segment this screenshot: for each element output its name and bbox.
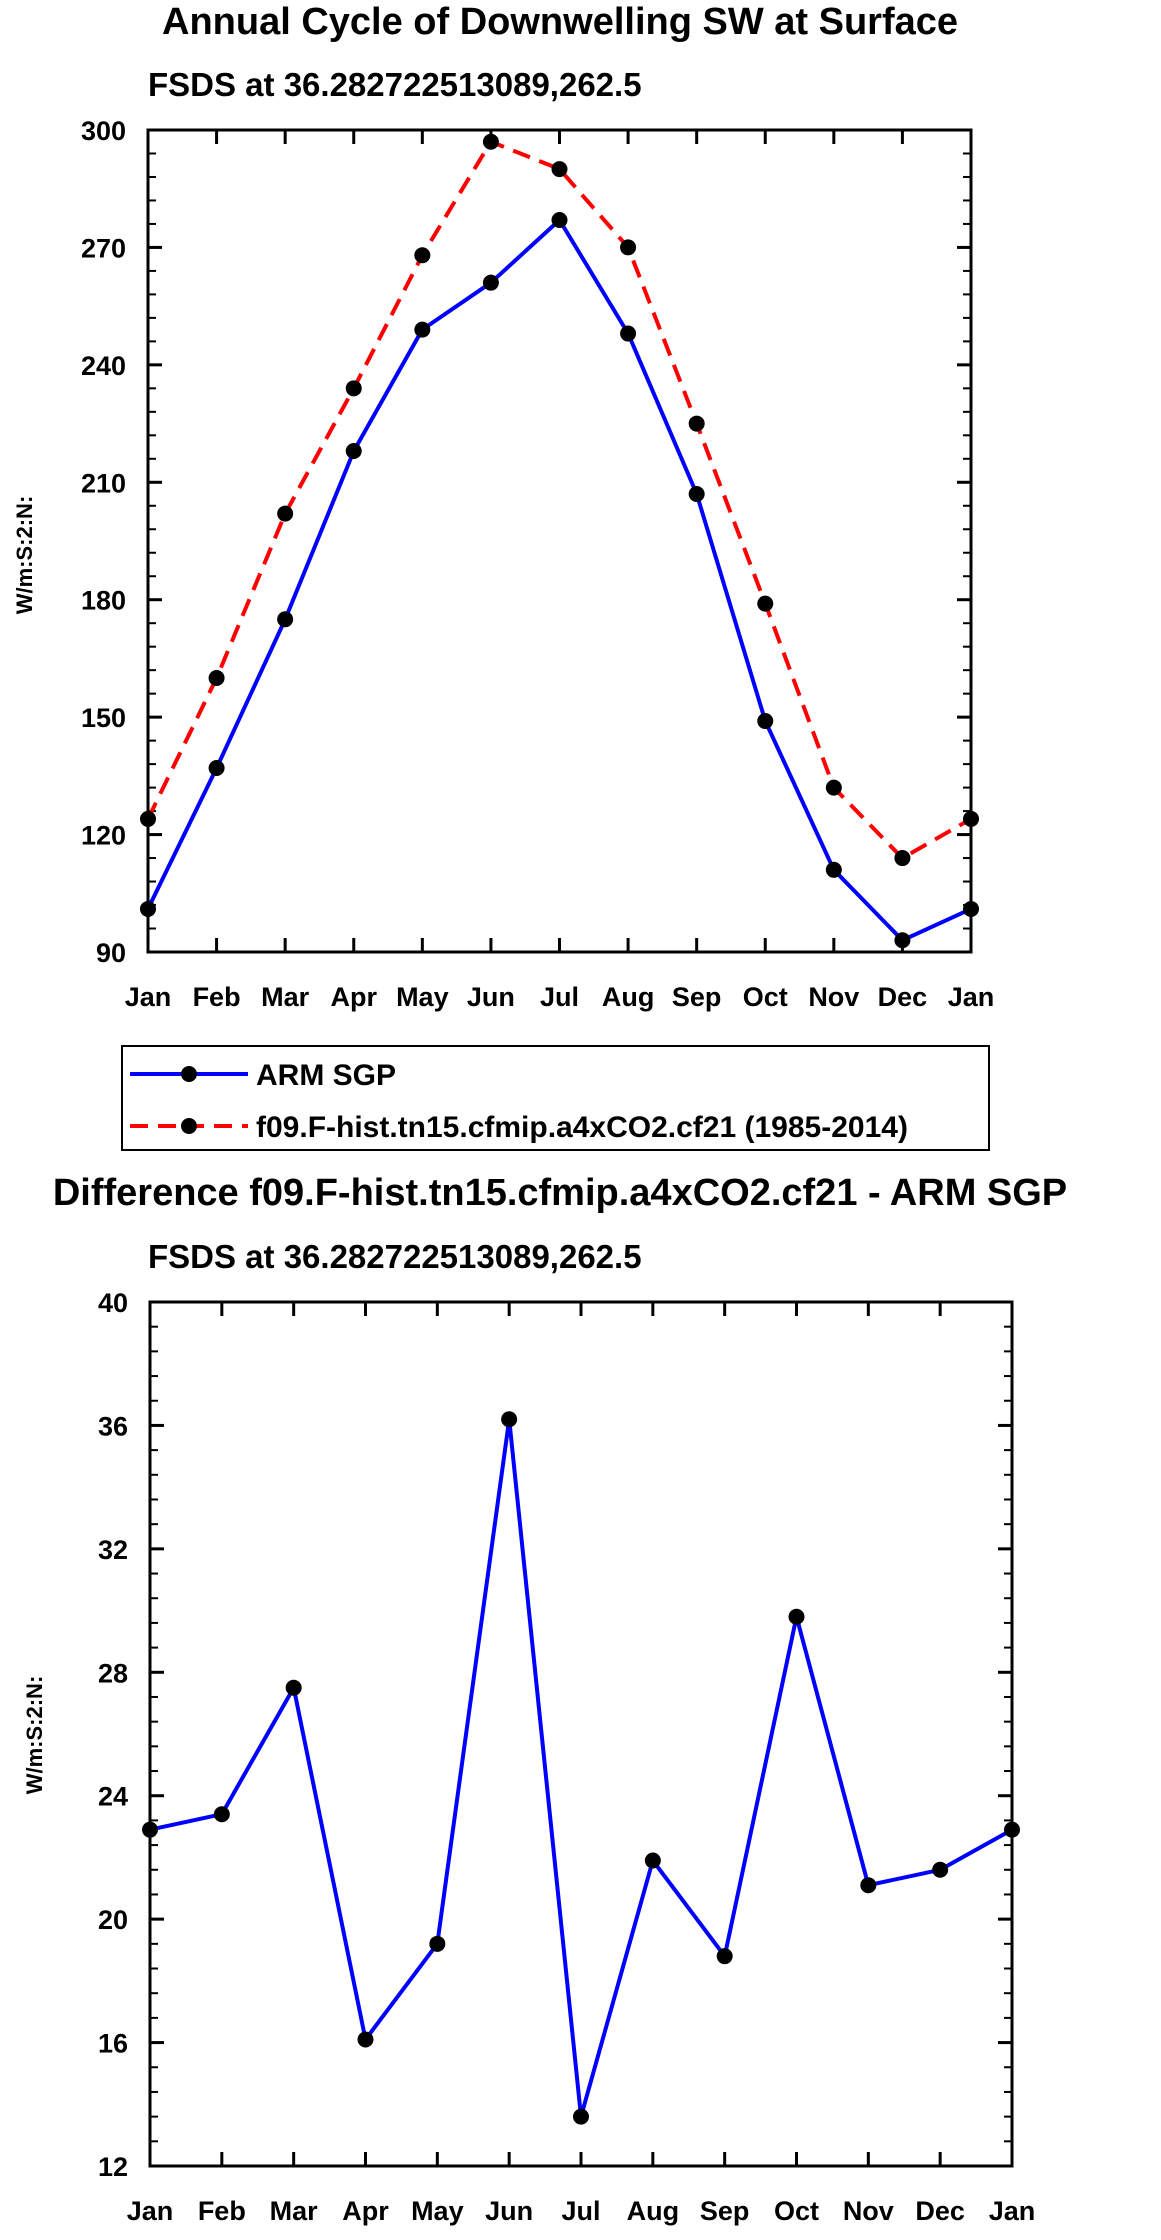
chart2-series [142,1411,1020,2125]
chart1-series-0-point [414,321,431,338]
legend-model-marker [181,1118,197,1134]
chart1-series-1-point [620,239,637,256]
chart1-xtick-label: Sep [672,982,722,1012]
chart2-ticks: 12 16 20 24 28 32 36 40 Jan Feb Mar Apr May Jun Jul Aug… [98,1288,1035,2226]
chart1-legend: ARM SGP f09.F-hist.tn15.cfmip.a4xCO2.cf2… [121,1045,990,1151]
chart1-ytick-label: 210 [81,468,126,498]
chart2-series-0-point [716,1948,733,1965]
chart2-xtick-label: Sep [700,2196,750,2226]
chart1-xtick-label: Mar [261,982,310,1012]
difference-chart: Difference f09.F-hist.tn15.cfmip.a4xCO2.… [22,1172,1067,2226]
legend-box [121,1045,990,1151]
chart1-ytick-label: 150 [81,703,126,733]
chart1-xtick-label: Oct [743,982,788,1012]
chart1-series-1-point [688,415,705,432]
chart2-xtick-label: Dec [915,2196,965,2226]
chart2-series-line-0 [149,1417,1013,2119]
chart1-subtitle: FSDS at 36.282722513089,262.5 [148,66,642,103]
chart1-ytick-label: 300 [81,116,126,146]
chart2-xtick-label: Jan [989,2196,1036,2226]
chart2-xtick-label: Nov [843,2196,894,2226]
chart2-series-0-point [788,1608,805,1625]
chart2-xtick-label: Jan [127,2196,174,2226]
chart1-xtick-label: Jan [125,982,172,1012]
chart1-ytick-label: 270 [81,233,126,263]
chart2-xtick-label: Apr [342,2196,389,2226]
chart1-series-1-point [482,133,499,150]
legend-arm-sgp-label: ARM SGP [256,1059,396,1092]
chart2-series-0-point [501,1411,518,1428]
chart1-xtick-label: Jul [540,982,579,1012]
chart1-xtick-label: Aug [602,982,654,1012]
chart1-series-0-point [551,212,568,229]
chart1-ticks: 90 120 150 180 210 240 270 300 Jan Feb Mar Apr May Ju… [81,116,994,1012]
chart1-title: Annual Cycle of Downwelling SW at Surfac… [162,1,958,43]
chart2-xtick-label: Feb [198,2196,246,2226]
legend-model-label: f09.F-hist.tn15.cfmip.a4xCO2.cf21 (1985-… [256,1111,908,1144]
legend-arm-sgp-marker [181,1066,197,1082]
chart1-series-0-point [277,611,294,628]
chart1-series-1-point [894,850,911,867]
chart1-xtick-label: Jan [948,982,995,1012]
chart1-xtick-label: Jun [467,982,515,1012]
chart1-ytick-label: 120 [81,821,126,851]
chart2-xtick-label: Jul [561,2196,600,2226]
chart1-series-0-point [482,274,499,291]
chart2-series-0-point [213,1806,230,1823]
chart2-title: Difference f09.F-hist.tn15.cfmip.a4xCO2.… [53,1172,1067,1214]
chart1-xtick-label: Dec [878,982,928,1012]
chart2-series-0-point [932,1861,949,1878]
chart1-series-1-point [551,161,568,178]
chart1-series-1-point [277,505,294,522]
chart2-series-0-point [429,1935,446,1952]
chart2-subtitle: FSDS at 36.282722513089,262.5 [148,1238,642,1275]
chart2-series-0-point [860,1877,877,1894]
chart2-series-0-point [285,1679,302,1696]
chart1-xtick-label: May [396,982,449,1012]
chart2-xtick-label: May [411,2196,464,2226]
chart1-series-1-point [414,247,431,264]
chart2-xtick-label: Mar [270,2196,319,2226]
chart1-series-1-point [825,779,842,796]
chart1-series-line-1 [146,139,972,861]
chart1-series [140,133,979,949]
chart1-series-0-point [894,932,911,949]
chart2-xtick-label: Aug [627,2196,679,2226]
chart2-ytick-label: 32 [98,1535,128,1565]
chart2-xtick-label: Oct [774,2196,819,2226]
chart1-ytick-label: 180 [81,586,126,616]
chart2-series-0-point [357,2031,374,2048]
chart1-series-0-point [825,861,842,878]
chart2-series-0-point [644,1852,661,1869]
chart1-series-0-point [757,713,774,730]
chart1-ytick-label: 90 [96,938,126,968]
chart2-ytick-label: 40 [98,1288,128,1318]
chart1-series-0-point [208,760,225,777]
chart2-ytick-label: 36 [98,1411,128,1441]
annual-cycle-chart: Annual Cycle of Downwelling SW at Surfac… [12,1,994,1151]
chart1-ytick-label: 240 [81,351,126,381]
chart1-xtick-label: Feb [193,982,241,1012]
chart1-series-0-point [688,486,705,503]
chart1-xtick-label: Nov [808,982,859,1012]
chart2-ytick-label: 16 [98,2029,128,2059]
chart1-series-1-point [757,595,774,612]
chart1-xtick-label: Apr [331,982,378,1012]
chart1-series-0-point [345,442,362,459]
chart2-ytick-label: 12 [98,2152,128,2182]
chart1-series-1-point [345,380,362,397]
chart1-y-axis-label: W/m:S:2:N: [12,496,37,615]
chart2-ytick-label: 24 [98,1782,128,1812]
chart2-series-0-point [573,2108,589,2125]
chart1-plot-frame [146,128,973,954]
chart2-xtick-label: Jun [485,2196,533,2226]
chart2-plot-frame [148,1300,1014,2168]
chart2-ytick-label: 28 [98,1658,128,1688]
chart1-series-1-point [208,670,225,686]
chart1-series-0-point [620,325,637,342]
chart2-ytick-label: 20 [98,1905,128,1935]
chart1-series-line-0 [146,218,972,943]
chart2-y-axis-label: W/m:S:2:N: [22,1676,47,1795]
